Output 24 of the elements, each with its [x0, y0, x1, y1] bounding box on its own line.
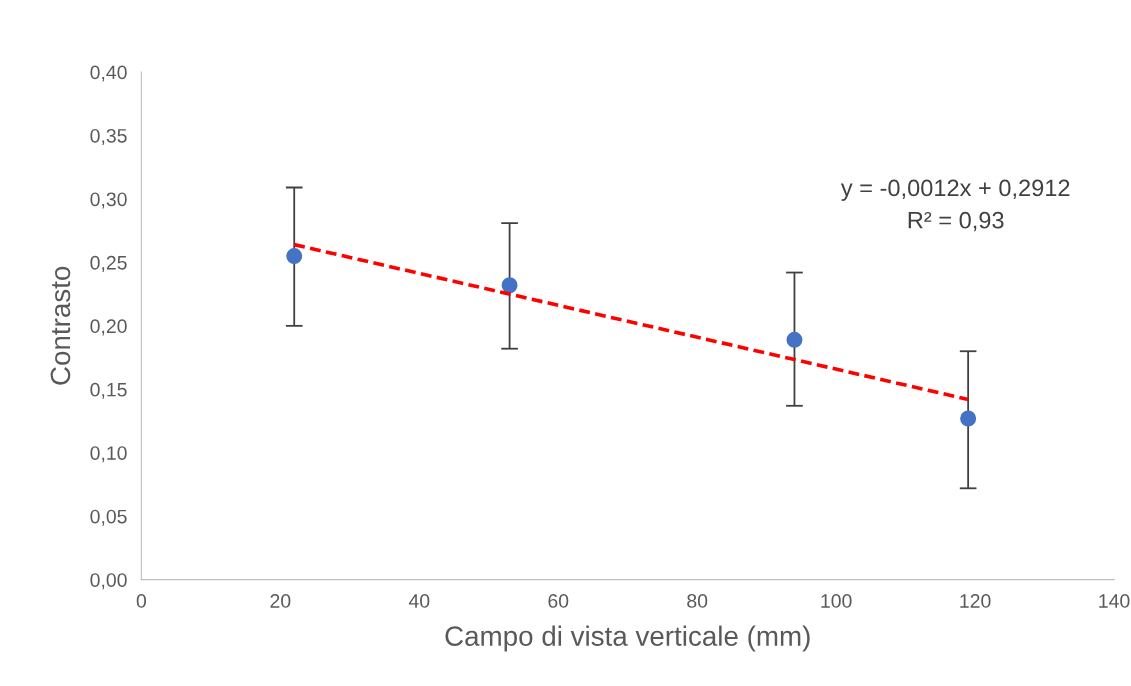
y-tick-label: 0,30: [90, 192, 127, 209]
y-tick-label: 0,25: [90, 255, 127, 272]
y-tick-label: 0,35: [90, 128, 127, 146]
point: [786, 331, 803, 348]
point: [960, 410, 977, 427]
y-tick-label: 0,40: [90, 65, 127, 82]
y-axis-title: Contrasto: [50, 266, 71, 385]
x-tick-label: 80: [687, 594, 708, 608]
x-tick-label: 100: [821, 594, 852, 608]
x-tick-label: 140: [1099, 594, 1130, 608]
y-tick-label: 0,10: [90, 446, 127, 463]
x-tick-label: 120: [960, 594, 991, 608]
point: [286, 248, 303, 265]
x-tick-label: 0: [136, 594, 147, 608]
y-tick-label: 0,15: [90, 382, 127, 399]
x-axis-title: Campo di vista verticale (mm): [445, 625, 810, 652]
x-tick-label: 60: [548, 594, 569, 608]
y-tick-label: 0,20: [90, 319, 127, 336]
x-tick-label: 40: [408, 594, 430, 608]
y-tick-label: 0,05: [90, 509, 127, 526]
point: [501, 277, 518, 294]
x-tick-label: 20: [270, 594, 291, 608]
annotation: y = -0,0012x + 0,2912 R² = 0,93: [840, 179, 1070, 232]
y-tick-label: 0,00: [90, 573, 127, 590]
